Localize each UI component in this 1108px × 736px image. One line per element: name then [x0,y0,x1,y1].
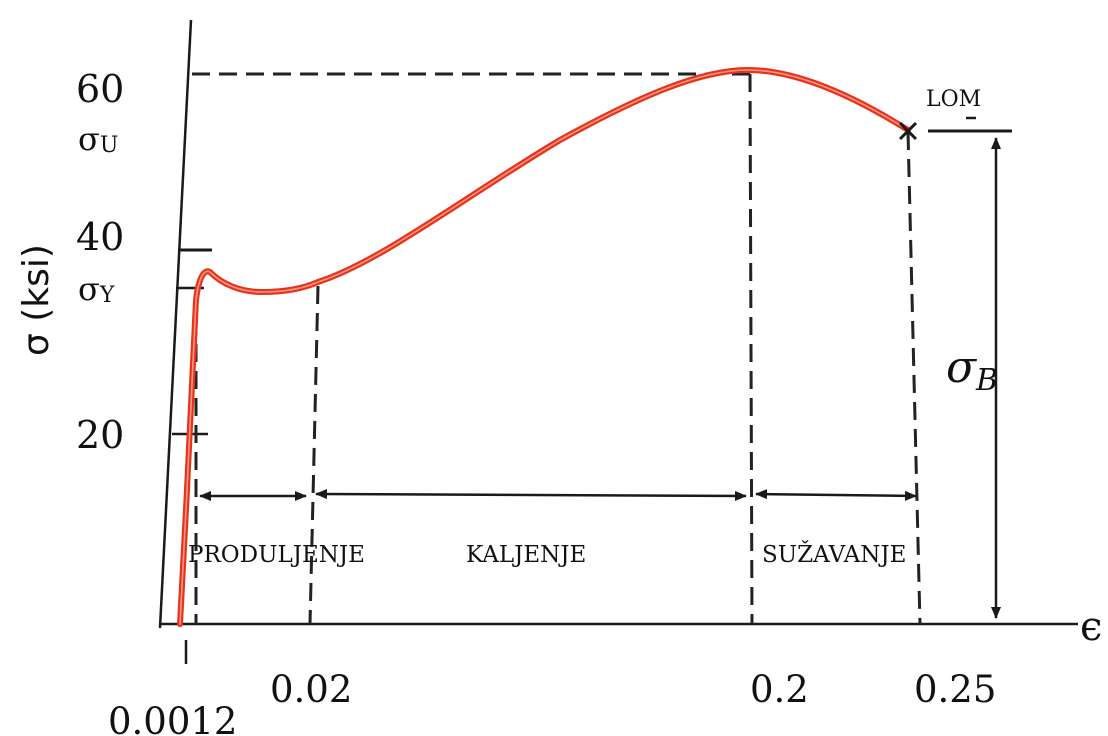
x-axis-symbol: ϵ [1080,604,1102,650]
fracture-point-marker [898,121,918,141]
stress-strain-curve [177,66,911,627]
sigma-y-label: σY [78,270,115,308]
x-tick-0.02: 0.02 [270,668,352,711]
kaljenje-arrow [315,489,747,501]
fracture-label: LOM [926,87,981,112]
y-tick-60: 60 [76,67,124,111]
guide-0.25 [906,131,922,625]
x-tick-0.25: 0.25 [914,668,996,711]
stress-strain-curve-core [179,69,909,625]
region-suzavanje: SUŽAVANJE [762,541,906,568]
x-tick-0.2: 0.2 [750,668,809,711]
suzavanje-arrow [755,489,917,501]
guide-0.02 [308,285,320,625]
y-axis-line [158,19,193,629]
y-tick-40: 40 [76,215,124,259]
sigma-u-label: σU [78,120,118,158]
y-tick-20: 20 [76,413,124,457]
region-produljenje: PRODULJENJE [188,542,365,568]
x-tick-0.0012: 0.0012 [108,700,237,736]
region-kaljenje: KALJENJE [466,542,586,568]
breaking-stress-label: σB [946,342,998,398]
guide-0.2 [748,73,754,625]
y-axis-title: σ (ksi) [16,244,57,356]
